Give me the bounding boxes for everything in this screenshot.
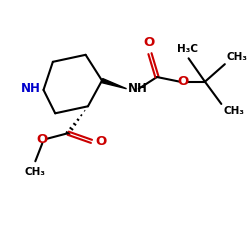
Text: O: O	[143, 36, 154, 50]
Text: CH₃: CH₃	[25, 167, 46, 177]
Text: H₃C: H₃C	[177, 44, 198, 54]
Text: CH₃: CH₃	[227, 52, 248, 62]
Text: CH₃: CH₃	[223, 106, 244, 116]
Text: O: O	[177, 75, 188, 88]
Text: NH: NH	[128, 82, 148, 95]
Polygon shape	[101, 78, 126, 89]
Text: O: O	[37, 132, 48, 145]
Text: O: O	[96, 135, 107, 148]
Text: NH: NH	[21, 82, 41, 95]
